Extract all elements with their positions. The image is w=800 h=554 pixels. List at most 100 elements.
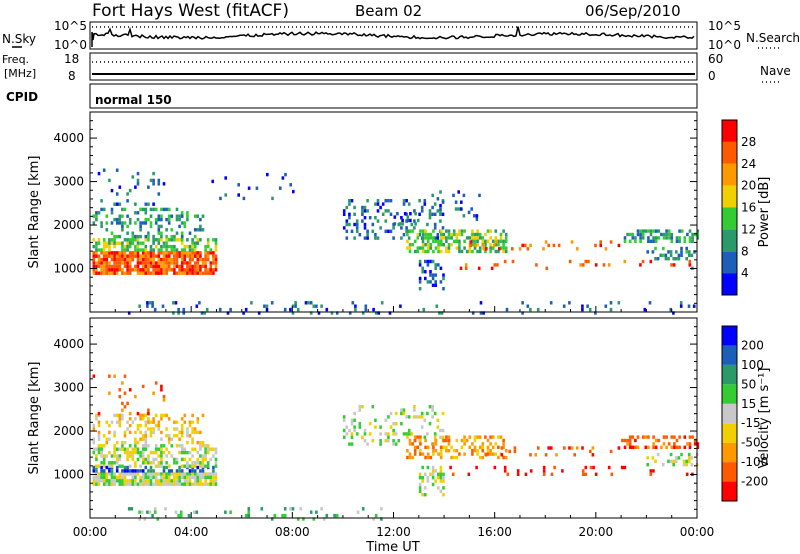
velocity-data-cell bbox=[433, 411, 437, 416]
power-data-cell bbox=[491, 239, 495, 243]
power-data-cell bbox=[535, 263, 538, 267]
power-data-cell bbox=[654, 236, 658, 240]
power-data-cell bbox=[193, 271, 197, 275]
velocity-data-cell bbox=[431, 408, 434, 412]
power-data-cell bbox=[97, 264, 101, 269]
power-data-cell bbox=[154, 207, 158, 212]
power-data-cell bbox=[147, 234, 150, 239]
velocity-data-cell bbox=[392, 442, 395, 446]
power-data-cell bbox=[167, 251, 171, 255]
power-data-cell bbox=[677, 257, 681, 261]
power-data-cell bbox=[457, 190, 460, 194]
power-data-cell bbox=[504, 239, 508, 243]
power-data-cell bbox=[524, 243, 527, 248]
power-data-cell bbox=[224, 193, 227, 197]
power-data-cell bbox=[113, 257, 116, 262]
power-data-cell bbox=[193, 248, 197, 252]
power-data-cell bbox=[147, 185, 150, 189]
power-data-cell bbox=[670, 232, 674, 237]
velocity-data-cell bbox=[123, 405, 127, 409]
velocity-data-cell bbox=[481, 442, 485, 446]
velocity-data-cell bbox=[118, 454, 122, 458]
xtick-label: 20:00 bbox=[579, 525, 614, 539]
velocity-data-cell bbox=[500, 446, 504, 450]
power-data-cell bbox=[95, 217, 98, 222]
power-data-cell bbox=[97, 211, 101, 215]
velocity-data-cell bbox=[206, 461, 210, 465]
power-data-cell bbox=[147, 257, 150, 262]
power-data-cell bbox=[141, 271, 145, 275]
power-data-cell bbox=[392, 236, 395, 240]
power-data-cell bbox=[439, 203, 442, 208]
power-data-cell bbox=[175, 238, 179, 242]
power-data-cell bbox=[144, 268, 148, 272]
power-data-cell bbox=[683, 239, 687, 243]
power-data-cell bbox=[196, 261, 200, 265]
power-data-cell bbox=[392, 226, 395, 230]
xtick-label: 00:00 bbox=[680, 525, 715, 539]
power-data-cell bbox=[147, 238, 150, 242]
velocity-data-cell bbox=[170, 482, 174, 486]
velocity-data-cell bbox=[623, 445, 627, 449]
power-data-cell bbox=[160, 248, 163, 252]
velocity-data-cell bbox=[424, 493, 427, 497]
power-data-cell bbox=[521, 311, 524, 315]
velocity-data-cell bbox=[361, 435, 364, 439]
power-data-cell bbox=[371, 229, 375, 233]
velocity-data-cell bbox=[389, 425, 393, 429]
power-data-cell bbox=[141, 254, 145, 258]
power-data-cell bbox=[108, 178, 111, 183]
power-data-cell bbox=[126, 199, 129, 203]
velocity-data-cell bbox=[387, 432, 390, 436]
power-data-cell bbox=[144, 244, 148, 249]
velocity-data-cell bbox=[570, 446, 574, 450]
velocity-data-cell bbox=[416, 435, 420, 439]
velocity-data-cell bbox=[141, 482, 145, 486]
velocity-data-cell bbox=[92, 447, 96, 451]
power-data-cell bbox=[113, 268, 116, 272]
power-data-cell bbox=[309, 311, 313, 315]
velocity-data-cell bbox=[406, 449, 409, 453]
power-data-cell bbox=[188, 271, 192, 275]
velocity-data-cell bbox=[134, 479, 137, 483]
velocity-ytick-label: 3000 bbox=[53, 381, 84, 395]
power-data-cell bbox=[121, 257, 124, 262]
velocity-data-cell bbox=[180, 417, 184, 421]
velocity-data-cell bbox=[394, 422, 398, 426]
power-data-cell bbox=[157, 192, 161, 196]
power-data-cell bbox=[160, 271, 163, 275]
power-data-cell bbox=[141, 257, 145, 262]
power-data-cell bbox=[476, 232, 479, 237]
power-data-cell bbox=[345, 219, 349, 223]
velocity-data-cell bbox=[123, 430, 127, 435]
power-data-cell bbox=[102, 271, 106, 275]
power-data-cell bbox=[470, 207, 473, 211]
velocity-data-cell bbox=[128, 469, 132, 473]
power-data-cell bbox=[654, 246, 657, 251]
power-data-cell bbox=[152, 171, 155, 176]
power-data-cell bbox=[212, 257, 215, 262]
velocity-data-cell bbox=[192, 510, 196, 514]
power-data-cell bbox=[95, 248, 98, 252]
velocity-data-cell bbox=[696, 442, 700, 446]
velocity-data-cell bbox=[141, 444, 145, 448]
velocity-data-cell bbox=[154, 457, 158, 462]
power-data-cell bbox=[405, 226, 408, 230]
velocity-data-cell bbox=[139, 482, 142, 486]
velocity-data-cell bbox=[400, 422, 403, 426]
velocity-data-cell bbox=[387, 415, 390, 419]
power-data-cell bbox=[152, 251, 155, 255]
velocity-data-cell bbox=[95, 417, 98, 421]
power-data-cell bbox=[497, 249, 500, 254]
power-data-cell bbox=[126, 238, 129, 242]
power-data-cell bbox=[152, 248, 155, 252]
velocity-data-cell bbox=[394, 411, 398, 416]
power-data-cell bbox=[115, 254, 119, 258]
power-data-cell bbox=[418, 233, 421, 237]
velocity-data-cell bbox=[144, 475, 148, 480]
velocity-data-cell bbox=[561, 469, 564, 473]
velocity-data-cell bbox=[180, 444, 184, 448]
velocity-data-cell bbox=[196, 472, 200, 476]
velocity-data-cell bbox=[212, 465, 215, 470]
velocity-data-cell bbox=[118, 420, 122, 424]
